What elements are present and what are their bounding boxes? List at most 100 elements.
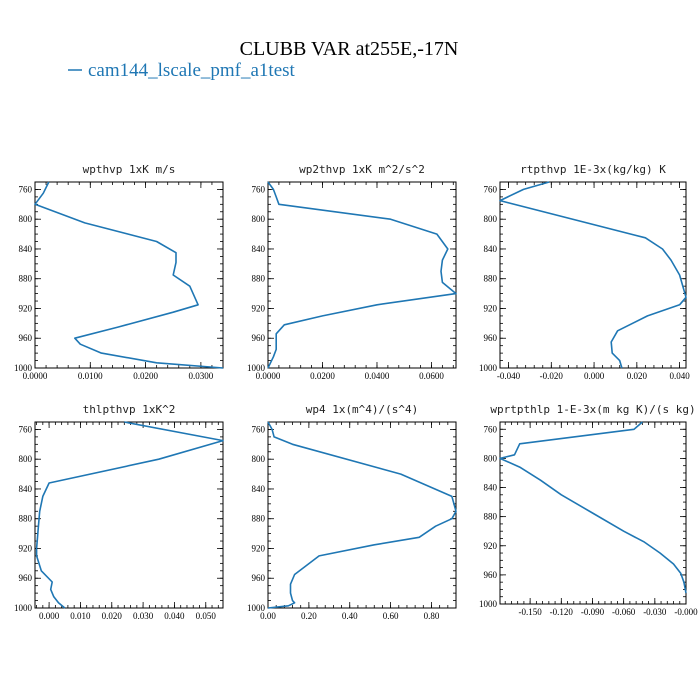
- panel-title: thlpthvp 1xK^2: [83, 403, 176, 416]
- y-tick-label: 760: [484, 184, 498, 194]
- x-tick-label: -0.030: [643, 607, 667, 617]
- x-tick-label: -0.090: [581, 607, 605, 617]
- y-tick-label: 760: [19, 184, 33, 194]
- x-tick-label: 0.80: [424, 611, 440, 621]
- x-tick-label: 0.00: [260, 611, 276, 621]
- y-tick-label: 920: [252, 543, 266, 553]
- y-tick-label: 920: [19, 303, 33, 313]
- x-tick-label: 0.050: [196, 611, 217, 621]
- y-tick-label: 920: [252, 303, 266, 313]
- legend: cam144_lscale_pmf_a1test: [68, 60, 296, 81]
- y-tick-label: 920: [484, 303, 498, 313]
- y-tick-label: 1000: [247, 603, 266, 613]
- y-tick-label: 920: [19, 543, 33, 553]
- y-tick-label: 800: [484, 453, 498, 463]
- x-tick-label: 0.0400: [365, 371, 390, 381]
- x-tick-label: 0.030: [133, 611, 154, 621]
- plot-frame: [34, 181, 224, 369]
- panel-title: rtpthvp 1E-3x(kg/kg) K: [520, 163, 666, 176]
- x-tick-label: -0.060: [612, 607, 636, 617]
- y-tick-label: 1000: [14, 603, 33, 613]
- y-tick-label: 880: [252, 514, 266, 524]
- series-line: [267, 181, 457, 369]
- x-tick-label: 0.0000: [23, 371, 48, 381]
- x-tick-label: -0.040: [497, 371, 521, 381]
- plot-frame: [267, 421, 457, 609]
- x-tick-label: 0.40: [342, 611, 358, 621]
- y-tick-label: 800: [252, 454, 266, 464]
- x-tick-label: 0.0000: [256, 371, 281, 381]
- y-tick-label: 960: [19, 573, 33, 583]
- x-tick-label: 0.0200: [310, 371, 335, 381]
- x-tick-label: 0.20: [301, 611, 317, 621]
- y-tick-label: 1000: [479, 599, 498, 609]
- panel-2: wp2thvp 1xK m^2/s^2 760 800 840 880 920 960 100…: [247, 163, 457, 381]
- y-tick-label: 880: [19, 274, 33, 284]
- series-line: [499, 181, 687, 369]
- y-tick-label: 960: [19, 333, 33, 343]
- y-tick-label: 760: [252, 184, 266, 194]
- x-tick-label: 0.010: [70, 611, 91, 621]
- plot-frame: [267, 181, 457, 369]
- panel-6: wprtpthlp 1-E-3x(m kg K)/(s kg) 760 800 840…: [479, 403, 698, 617]
- x-tick-label: 0.0200: [133, 371, 158, 381]
- figure-title: CLUBB VAR at255E,-17N: [240, 38, 459, 60]
- y-tick-label: 800: [484, 214, 498, 224]
- y-tick-label: 960: [484, 570, 498, 580]
- x-tick-label: -0.150: [519, 607, 543, 617]
- panel-title: wp2thvp 1xK m^2/s^2: [299, 163, 425, 176]
- x-tick-label: -0.120: [550, 607, 574, 617]
- plot-frame: [34, 421, 224, 609]
- panel-title: wpthvp 1xK m/s: [83, 163, 176, 176]
- panel-5: wp4 1x(m^4)/(s^4)76080084088092096010000…: [247, 403, 457, 621]
- y-tick-label: 880: [19, 514, 33, 524]
- y-tick-label: 1000: [479, 363, 498, 373]
- y-tick-label: 840: [484, 244, 498, 254]
- y-tick-label: 920: [484, 541, 498, 551]
- x-tick-label: 0.040: [669, 371, 690, 381]
- x-tick-label: 0.000: [39, 611, 60, 621]
- x-tick-label: 0.60: [383, 611, 399, 621]
- y-tick-label: 800: [252, 214, 266, 224]
- y-tick-label: 880: [484, 512, 498, 522]
- y-tick-label: 960: [252, 573, 266, 583]
- plot-frame: [499, 421, 687, 605]
- x-tick-label: -0.000: [674, 607, 698, 617]
- series-line: [267, 421, 457, 609]
- y-tick-label: 840: [19, 484, 33, 494]
- y-tick-label: 800: [19, 214, 33, 224]
- y-tick-label: 960: [484, 333, 498, 343]
- y-tick-label: 840: [19, 244, 33, 254]
- y-tick-label: 1000: [247, 363, 266, 373]
- y-tick-label: 840: [252, 484, 266, 494]
- y-tick-label: 880: [252, 274, 266, 284]
- y-tick-label: 880: [484, 274, 498, 284]
- panel-title: wprtpthlp 1-E-3x(m kg K)/(s kg): [490, 403, 695, 416]
- y-tick-label: 760: [19, 424, 33, 434]
- series-line: [34, 181, 224, 369]
- panel-4: thlpthvp 1xK^2 760 800 840 880 920 960 1000 0.00…: [14, 403, 224, 621]
- x-tick-label: -0.020: [540, 371, 564, 381]
- x-tick-label: 0.0600: [419, 371, 444, 381]
- x-tick-label: 0.0300: [189, 371, 214, 381]
- panel-title: wp4 1x(m^4)/(s^4): [306, 403, 419, 416]
- y-tick-label: 800: [19, 454, 33, 464]
- y-tick-label: 840: [252, 244, 266, 254]
- y-tick-label: 840: [484, 483, 498, 493]
- series-line: [499, 421, 687, 594]
- y-tick-label: 760: [252, 424, 266, 434]
- panel-1: wpthvp 1xK m/s 760 800 840 880 920 960 10000.00…: [14, 163, 224, 381]
- y-tick-label: 760: [484, 424, 498, 434]
- y-tick-label: 960: [252, 333, 266, 343]
- legend-label: cam144_lscale_pmf_a1test: [88, 60, 296, 81]
- x-tick-label: 0.040: [164, 611, 185, 621]
- panel-3: rtpthvp 1E-3x(kg/kg) K 760 800 840 880 920 960…: [479, 163, 690, 381]
- y-tick-label: 1000: [14, 363, 33, 373]
- series-line: [35, 421, 224, 609]
- x-tick-label: 0.020: [627, 371, 648, 381]
- chart-panels: wpthvp 1xK m/s76080084088092096010000.00…: [14, 163, 698, 621]
- x-tick-label: 0.000: [584, 371, 605, 381]
- plot-frame: [499, 181, 687, 369]
- x-tick-label: 0.020: [102, 611, 123, 621]
